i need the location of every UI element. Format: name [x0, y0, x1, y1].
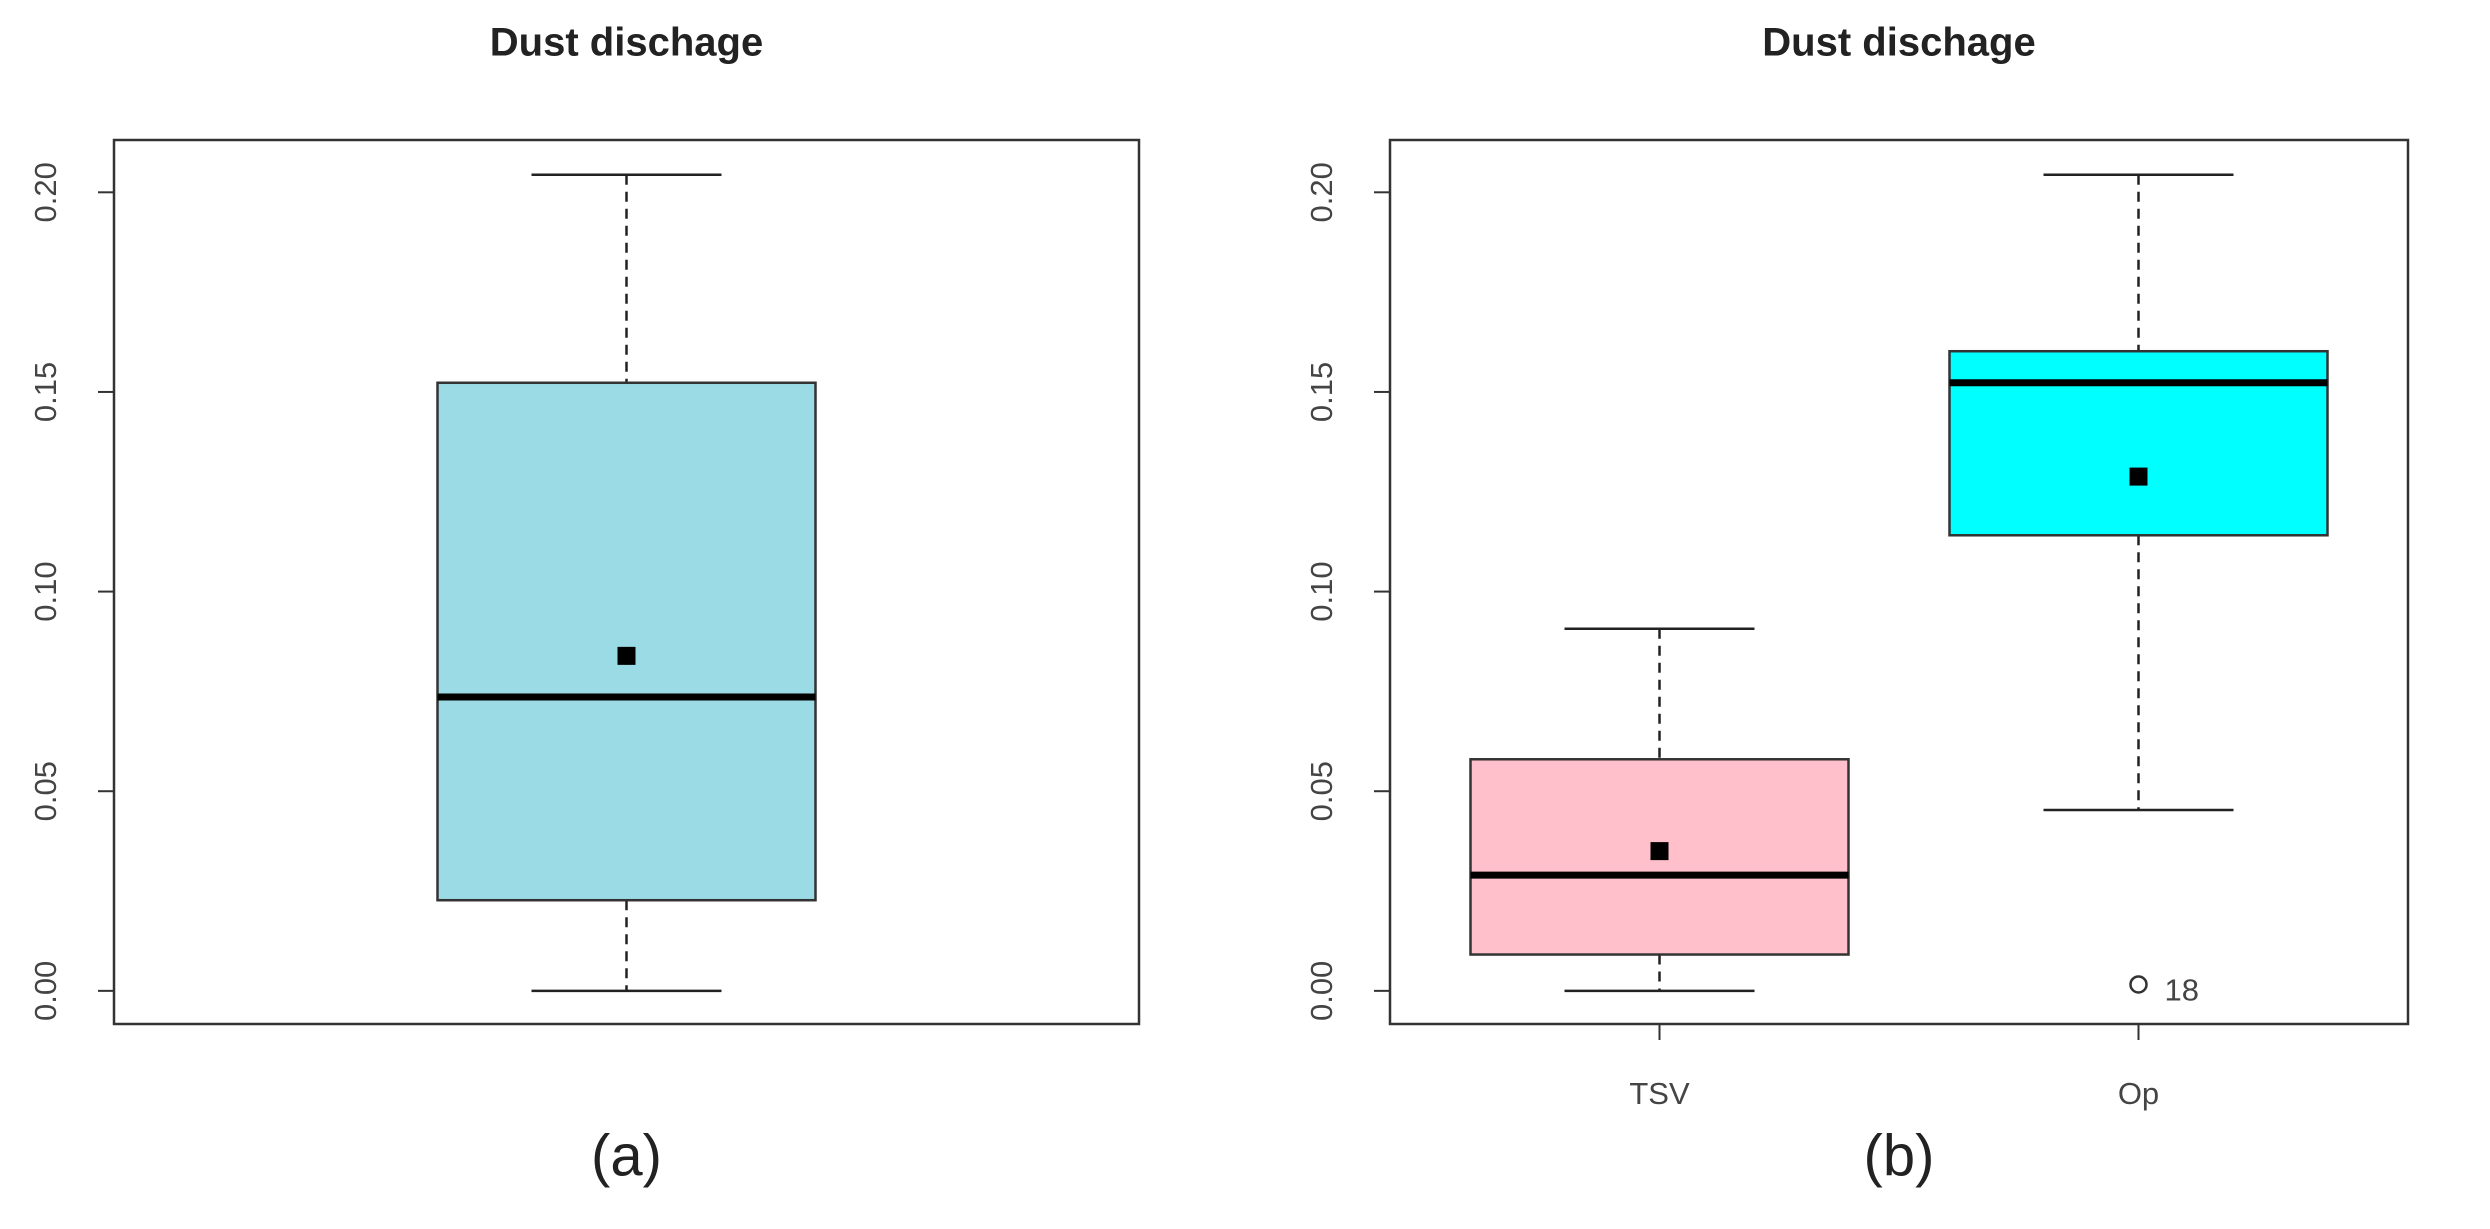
box — [1948, 349, 2329, 537]
chart-title: Dust dischage — [490, 21, 763, 65]
y-tick-label: 0.15 — [28, 362, 63, 422]
y-tick-label: 0.00 — [28, 961, 63, 1021]
chart-title: Dust dischage — [1762, 21, 2035, 65]
panel: Dust dischage (a) 0.00 0.05 0.10 0.15 0.20 — [28, 21, 1141, 1188]
y-tick-label: 0.20 — [1304, 162, 1339, 222]
y-tick-label: 0.05 — [28, 761, 63, 821]
mean-marker — [2129, 467, 2148, 486]
outlier-label: 18 — [2165, 973, 2199, 1008]
mean-marker — [617, 646, 636, 665]
x-tick-label: Op — [2118, 1076, 2159, 1111]
panel: Dust dischage (b) 0.00 0.05 0.10 0.15 0.20 TSV O… — [1304, 21, 2410, 1188]
x-tick-label: TSV — [1629, 1076, 1690, 1111]
y-tick-label: 0.15 — [1304, 362, 1339, 422]
y-tick-label: 0.10 — [28, 561, 63, 621]
outlier — [2129, 975, 2148, 994]
plot-frame — [112, 138, 1141, 1026]
y-tick-label: 0.05 — [1304, 761, 1339, 821]
y-tick-label: 0.00 — [1304, 961, 1339, 1021]
plot-frame — [1388, 138, 2410, 1026]
box — [436, 381, 817, 902]
y-tick-label: 0.10 — [1304, 561, 1339, 621]
y-tick-label: 0.20 — [28, 162, 63, 222]
mean-marker — [1650, 842, 1669, 861]
caption: (a) — [591, 1123, 662, 1188]
caption: (b) — [1864, 1123, 1935, 1188]
